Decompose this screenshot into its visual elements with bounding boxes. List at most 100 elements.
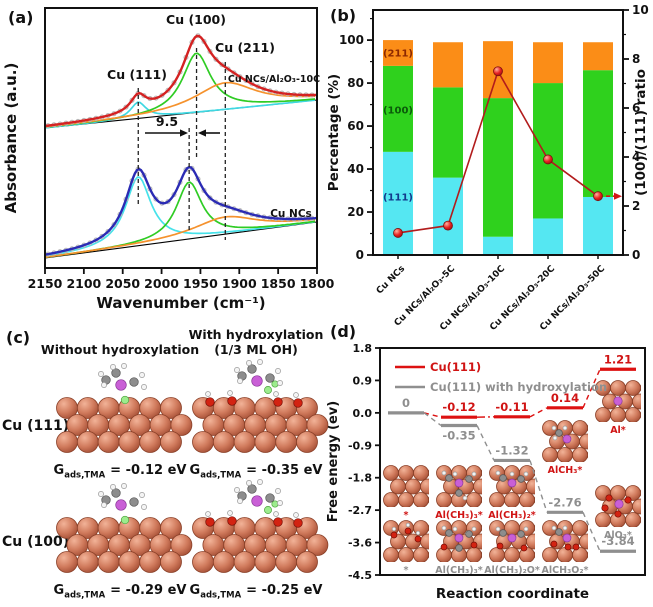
structure-cu111-without-hydroxylation: [56, 363, 193, 453]
atom: [562, 425, 568, 431]
copper-atom: [489, 492, 505, 507]
atom: [445, 529, 453, 537]
atom: [455, 489, 463, 497]
envelope-fit: [44, 34, 317, 128]
copper-atom: [306, 414, 329, 436]
atom: [614, 499, 624, 509]
y-tick-label-right: 6: [632, 101, 640, 115]
energy-value-label: -2.76: [548, 495, 581, 509]
panel-d-free-energy-chart: * Al(CH₃)₃* Al(CH₃)₂*AlCH₃*Al** Al(CH₃)₃* Al…: [326, 342, 653, 602]
copper-atom: [481, 524, 482, 532]
energy-connector: [529, 407, 548, 418]
atom: [390, 531, 398, 539]
atom: [454, 533, 464, 543]
bar-series-label: (100): [383, 105, 413, 116]
copper-atom: [212, 431, 235, 453]
g-subscript: ads,TMA: [200, 470, 242, 481]
energy-value-label: -1.32: [495, 443, 528, 457]
copper-atom: [579, 433, 588, 450]
copper-atom: [557, 447, 573, 462]
copper-atom: [97, 431, 120, 453]
thumbnail-*: [383, 520, 429, 562]
gads-cu100-with: Gads,TMA = -0.25 eV: [184, 583, 328, 601]
deconvolution-peak: [44, 99, 316, 129]
energy-connector: [423, 412, 442, 418]
atom: [110, 484, 116, 490]
category-label: Cu NCs: [375, 264, 407, 296]
copper-atom: [648, 499, 653, 514]
atom: [517, 530, 525, 538]
atom: [246, 360, 252, 366]
atom: [120, 515, 130, 525]
species-label-gray: Al(CH₃)₂O*: [484, 565, 540, 576]
x-tick-label: 2100: [66, 276, 101, 291]
atom: [452, 471, 458, 477]
g-subscript: ads,TMA: [64, 590, 106, 601]
atom: [129, 497, 139, 507]
copper-atom: [428, 551, 429, 559]
energy-connector: [529, 460, 548, 513]
copper-atom: [587, 551, 588, 559]
atom: [141, 504, 147, 510]
copper-atom: [473, 478, 482, 495]
atom: [452, 526, 458, 532]
atom: [552, 435, 558, 441]
copper-atom: [413, 465, 429, 481]
atom: [115, 499, 127, 511]
atom: [257, 479, 263, 485]
atom: [277, 500, 283, 506]
atom: [499, 474, 507, 482]
energy-value-label: -0.35: [442, 428, 475, 442]
y-tick-label-right: 2: [632, 199, 640, 213]
species-label-red: *: [404, 510, 409, 521]
deconvolution-peak: [44, 176, 316, 257]
x-tick-label: 1850: [261, 276, 296, 291]
g-value: = -0.35 eV: [246, 463, 323, 478]
atom: [247, 364, 257, 374]
g-subscript: ads,TMA: [200, 590, 242, 601]
atom: [277, 380, 283, 386]
atom: [205, 391, 211, 397]
atom: [227, 390, 233, 396]
copper-atom: [405, 478, 421, 495]
copper-atom: [625, 407, 641, 422]
g-symbol: G: [53, 583, 65, 598]
ratio-marker: [443, 220, 453, 231]
y-tick-label-right: 8: [632, 52, 640, 66]
species-label-red: Al(CH₃)₂*: [488, 510, 536, 521]
species-label-red: AlCH₃*: [548, 465, 583, 476]
atom: [520, 544, 528, 552]
species-label-gray: *: [404, 565, 409, 576]
copper-atom: [610, 485, 626, 501]
copper-atom: [170, 534, 193, 556]
atom: [562, 533, 572, 543]
atom: [273, 511, 279, 517]
bar-segment-(211): [433, 42, 463, 88]
copper-atom: [398, 492, 414, 507]
atom: [265, 493, 275, 503]
copper-atom: [118, 431, 141, 453]
atom: [273, 397, 283, 407]
bar-segment-(211): [533, 42, 563, 84]
copper-atom: [275, 551, 298, 573]
atom: [139, 492, 145, 498]
atom: [562, 434, 572, 444]
atom: [465, 530, 473, 538]
atom: [141, 384, 147, 390]
copper-atom: [526, 533, 535, 550]
copper-atom: [139, 551, 162, 573]
atom: [440, 543, 448, 551]
data-point: [105, 229, 111, 235]
deconvolution-peak: [44, 215, 316, 259]
energy-connector: [582, 368, 601, 409]
energy-value-label: 0.14: [551, 391, 579, 405]
copper-atom: [632, 393, 641, 410]
ratio-arrowhead: [614, 192, 622, 200]
atom: [234, 487, 240, 493]
sample-label-cuncs: Cu NCs: [270, 208, 312, 220]
atom: [98, 491, 104, 497]
thumbnail-AlCH₃*: [542, 420, 588, 462]
data-point: [165, 87, 171, 93]
copper-atom: [640, 489, 641, 497]
atom: [129, 377, 139, 387]
